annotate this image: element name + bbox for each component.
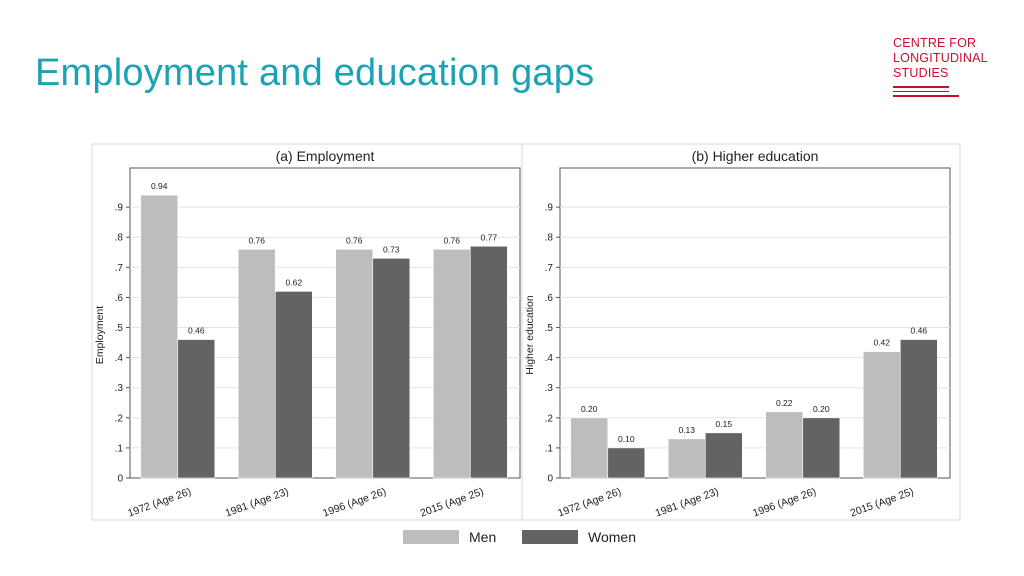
bar-men	[140, 194, 179, 479]
data-label: 0.73	[383, 244, 400, 254]
bar-women	[372, 257, 411, 479]
data-label: 0.77	[481, 232, 498, 242]
y-tick-label: .4	[545, 353, 554, 364]
data-label: 0.62	[286, 277, 303, 287]
y-tick-label: .8	[545, 233, 554, 244]
y-tick-label: .8	[115, 233, 124, 244]
logo-line-2: LONGITUDINAL	[893, 51, 988, 65]
logo-bar	[893, 95, 959, 97]
data-label: 0.15	[716, 419, 733, 429]
data-label: 0.76	[248, 235, 265, 245]
y-tick-label: 0	[117, 474, 123, 485]
bar-women	[802, 417, 841, 479]
logo-line-1: CENTRE FOR	[893, 36, 977, 50]
data-label: 0.20	[813, 404, 830, 414]
bar-women	[469, 245, 508, 479]
chart-title: (b) Higher education	[692, 148, 819, 164]
y-tick-label: .2	[545, 413, 554, 424]
bar-women	[274, 291, 313, 479]
data-label: 0.76	[443, 235, 460, 245]
data-label: 0.10	[618, 434, 635, 444]
bar-women	[704, 432, 743, 479]
data-label: 0.13	[678, 425, 695, 435]
logo-line-3: STUDIES	[893, 66, 949, 80]
data-label: 0.20	[581, 404, 598, 414]
data-label: 0.46	[911, 326, 928, 336]
cls-logo: CENTRE FOR LONGITUDINAL STUDIES	[893, 36, 1003, 81]
bar-men	[335, 248, 374, 479]
legend-swatch-men	[403, 530, 459, 544]
y-tick-label: .4	[115, 353, 124, 364]
y-tick-label: .1	[545, 443, 554, 454]
bar-women	[899, 339, 938, 479]
data-label: 0.22	[776, 398, 793, 408]
bar-women	[177, 339, 216, 479]
data-label: 0.46	[188, 326, 205, 336]
bar-men	[765, 411, 804, 479]
chart-title: (a) Employment	[276, 148, 375, 164]
legend-label-men: Men	[469, 529, 496, 545]
y-tick-label: .6	[115, 293, 124, 304]
bar-men	[237, 248, 276, 479]
bar-men	[862, 351, 901, 479]
y-tick-label: .6	[545, 293, 554, 304]
y-tick-label: .3	[545, 383, 554, 394]
y-tick-label: 0	[547, 474, 553, 485]
data-label: 0.42	[873, 338, 890, 348]
y-axis-title: Higher education	[524, 295, 536, 375]
legend-label-women: Women	[588, 529, 636, 545]
logo-underline-bars	[893, 86, 959, 100]
slide-title: Employment and education gaps	[35, 52, 595, 94]
y-tick-label: .9	[115, 203, 124, 214]
legend-swatch-women	[522, 530, 578, 544]
bar-men	[432, 248, 471, 479]
y-tick-label: .5	[545, 323, 554, 334]
y-tick-label: .3	[115, 383, 124, 394]
data-label: 0.76	[346, 235, 363, 245]
y-tick-label: .7	[115, 263, 124, 274]
bar-women	[607, 447, 646, 479]
logo-bar	[893, 90, 949, 92]
y-tick-label: .1	[115, 443, 124, 454]
y-axis-title: Employment	[94, 306, 106, 364]
bar-men	[667, 438, 706, 479]
y-tick-label: .2	[115, 413, 124, 424]
data-label: 0.94	[151, 181, 168, 191]
bar-men	[570, 417, 609, 479]
logo-bar	[893, 86, 949, 88]
y-tick-label: .7	[545, 263, 554, 274]
y-tick-label: .5	[115, 323, 124, 334]
y-tick-label: .9	[545, 203, 554, 214]
